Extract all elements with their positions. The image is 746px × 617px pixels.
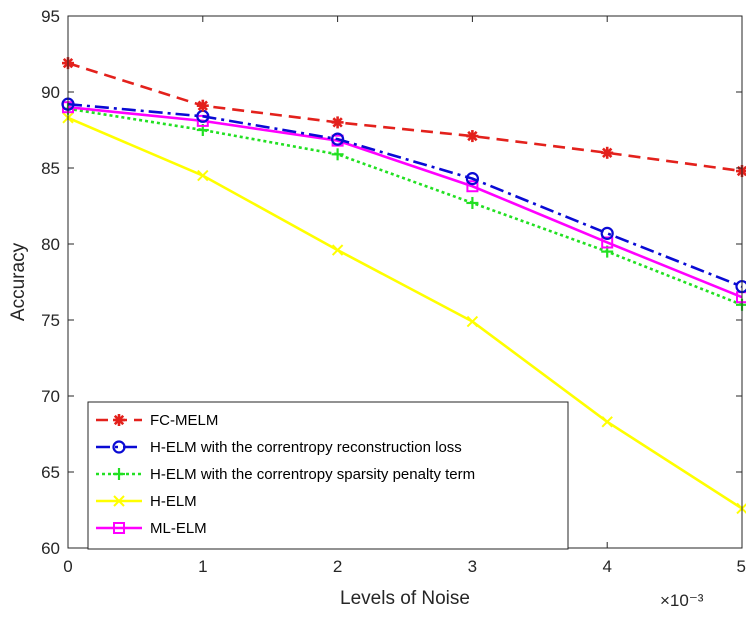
x-axis-label: Levels of Noise <box>340 588 470 609</box>
data-point-4-3 <box>466 180 479 193</box>
ticks-layer: 60 65 70 75 80 85 90 95 0 1 2 3 4 5 <box>41 7 746 576</box>
data-point-0-1 <box>196 99 209 112</box>
legend-label-4: ML-ELM <box>150 520 207 537</box>
x-tick-label: 1 <box>198 557 207 576</box>
series-line-4 <box>67 105 743 299</box>
data-point-2-3 <box>466 196 479 209</box>
data-point-0-4 <box>601 146 614 159</box>
legend: FC-MELM H-ELM with the correntropy recons… <box>87 401 569 550</box>
x-tick-label: 0 <box>63 557 72 576</box>
data-point-3-2 <box>331 244 344 256</box>
data-point-1-3 <box>465 172 479 186</box>
series-line-3 <box>67 116 743 510</box>
y-tick-label: 70 <box>41 387 60 406</box>
legend-marker-0 <box>113 414 125 426</box>
y-tick-label: 85 <box>41 159 60 178</box>
data-point-4-4 <box>601 236 614 249</box>
legend-marker-3 <box>113 495 125 507</box>
legend-marker-1 <box>112 440 126 454</box>
y-tick-label: 90 <box>41 83 60 102</box>
legend-label-1: H-ELM with the correntropy reconstructio… <box>150 439 462 456</box>
legend-label-3: H-ELM <box>150 493 197 510</box>
legend-marker-2 <box>113 468 125 480</box>
series-line-2 <box>67 107 743 307</box>
data-point-0-2 <box>331 116 344 129</box>
legend-label-2: H-ELM with the correntropy sparsity pena… <box>150 466 475 483</box>
data-point-0-5 <box>736 165 746 178</box>
data-point-3-3 <box>466 315 479 328</box>
y-tick-label: 65 <box>41 463 60 482</box>
data-point-1-2 <box>331 132 345 146</box>
y-axis-label: Accuracy <box>8 242 29 321</box>
x-tick-label: 4 <box>602 557 611 576</box>
data-point-2-2 <box>331 148 344 161</box>
y-tick-label: 80 <box>41 235 60 254</box>
data-point-0-3 <box>466 130 479 143</box>
legend-label-0: FC-MELM <box>150 412 218 429</box>
series-line-0 <box>67 61 743 173</box>
series-line-1 <box>67 102 743 288</box>
data-point-3-4 <box>601 416 613 428</box>
x-tick-label: 3 <box>468 557 477 576</box>
x-tick-label: 5 <box>737 557 746 576</box>
x-tick-label: 2 <box>333 557 342 576</box>
data-point-3-1 <box>197 169 209 182</box>
x-axis-exponent: ×10⁻³ <box>660 591 704 610</box>
legend-box <box>87 401 569 550</box>
legend-marker-4 <box>113 522 125 534</box>
y-tick-label: 95 <box>41 7 60 26</box>
data-point-1-4 <box>600 226 614 240</box>
y-tick-label: 60 <box>41 539 60 558</box>
y-tick-label: 75 <box>41 311 60 330</box>
